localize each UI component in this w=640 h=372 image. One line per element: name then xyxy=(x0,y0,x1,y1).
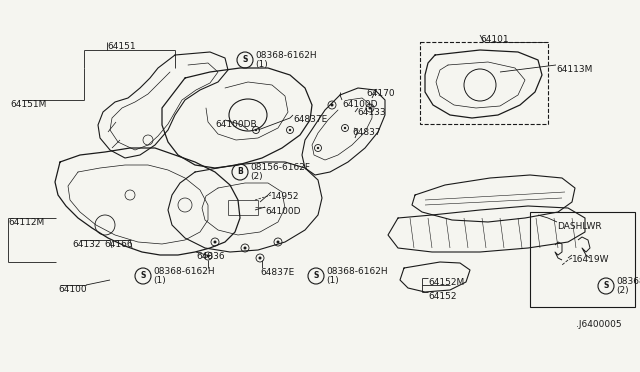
Text: 64100D: 64100D xyxy=(265,207,301,216)
Text: 64166: 64166 xyxy=(104,240,132,249)
Text: 64101: 64101 xyxy=(480,35,509,44)
Circle shape xyxy=(317,147,319,149)
Text: 16419W: 16419W xyxy=(572,255,609,264)
Text: B: B xyxy=(237,167,243,176)
Text: 64132: 64132 xyxy=(72,240,100,249)
Text: (2): (2) xyxy=(250,173,262,182)
Circle shape xyxy=(289,129,291,131)
Circle shape xyxy=(259,257,262,260)
Text: S: S xyxy=(604,282,609,291)
Text: (1): (1) xyxy=(153,276,166,285)
Text: 64100DB: 64100DB xyxy=(215,120,257,129)
Text: 64100D: 64100D xyxy=(342,100,378,109)
Text: S: S xyxy=(314,272,319,280)
Text: .J6400005: .J6400005 xyxy=(576,320,621,329)
Text: 64112M: 64112M xyxy=(8,218,44,227)
Text: S: S xyxy=(140,272,146,280)
Bar xyxy=(420,42,548,124)
Text: 64133: 64133 xyxy=(357,108,386,117)
Text: 08368-6162H: 08368-6162H xyxy=(255,51,317,61)
Text: 64100: 64100 xyxy=(58,285,86,294)
Text: 08368-6162H: 08368-6162H xyxy=(153,267,214,276)
Text: 64170: 64170 xyxy=(366,89,395,98)
Text: 64837: 64837 xyxy=(352,128,381,137)
Text: 14952: 14952 xyxy=(271,192,300,201)
Text: 64151: 64151 xyxy=(107,42,136,51)
Text: S: S xyxy=(243,55,248,64)
Circle shape xyxy=(214,241,216,244)
Bar xyxy=(530,212,635,307)
Text: 64837E: 64837E xyxy=(260,268,294,277)
Text: 64151M: 64151M xyxy=(10,100,46,109)
Text: (1): (1) xyxy=(326,276,339,285)
Text: 64152: 64152 xyxy=(428,292,456,301)
Text: 08156-6162F: 08156-6162F xyxy=(250,164,310,173)
Circle shape xyxy=(344,127,346,129)
Text: (2): (2) xyxy=(616,286,628,295)
Text: 64837E: 64837E xyxy=(293,115,327,124)
Text: 64836: 64836 xyxy=(196,252,225,261)
Circle shape xyxy=(243,247,246,250)
Text: 64113M: 64113M xyxy=(556,65,593,74)
Circle shape xyxy=(207,254,209,257)
Circle shape xyxy=(276,241,280,244)
Circle shape xyxy=(330,103,333,106)
Text: 08368-6162G: 08368-6162G xyxy=(616,278,640,286)
Text: DASHLWR: DASHLWR xyxy=(557,222,602,231)
Text: 64152M: 64152M xyxy=(428,278,464,287)
Text: 08368-6162H: 08368-6162H xyxy=(326,267,388,276)
Text: (1): (1) xyxy=(255,61,268,70)
Circle shape xyxy=(369,106,371,109)
Circle shape xyxy=(255,129,257,131)
